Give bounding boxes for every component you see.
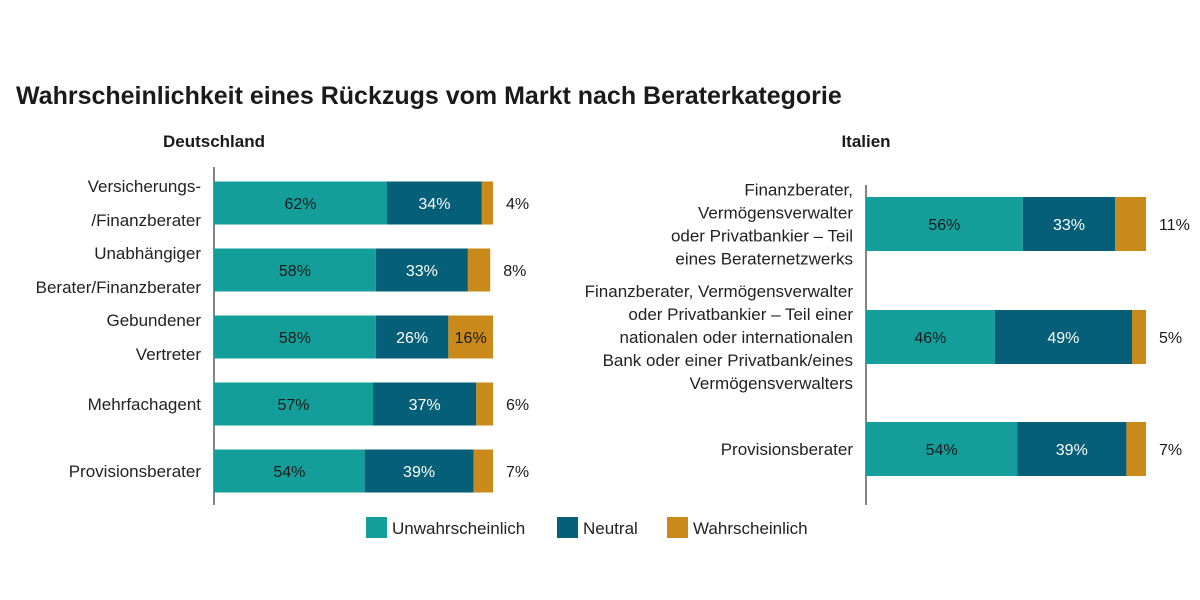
chart-title: Wahrscheinlichkeit eines Rückzugs vom Ma… — [16, 82, 842, 110]
bar-segment-unwahrscheinlich — [866, 197, 1023, 251]
category-label-line: Finanzberater, — [744, 181, 853, 200]
data-label-unwahrscheinlich: 46% — [914, 330, 946, 347]
bar-segment-wahrscheinlich — [473, 449, 493, 493]
bar-segment-neutral — [375, 315, 449, 359]
bar-segment-wahrscheinlich — [448, 315, 493, 359]
category-label-line: Vertreter — [136, 345, 202, 364]
category-label-line: Berater/Finanzberater — [36, 278, 202, 297]
bar-segment-wahrscheinlich — [1115, 197, 1146, 251]
category-label-line: oder Privatbankier – Teil einer — [628, 305, 853, 324]
data-label-unwahrscheinlich: 57% — [277, 397, 309, 414]
category-label: Provisionsberater — [69, 462, 202, 481]
category-label-line: Unabhängiger — [94, 244, 201, 263]
data-label-unwahrscheinlich: 58% — [279, 263, 311, 280]
data-label-wahrscheinlich: 6% — [506, 397, 529, 414]
panel-title-deutschland: Deutschland — [163, 132, 265, 151]
bar-segment-unwahrscheinlich — [214, 382, 374, 426]
legend-swatch-unwahrscheinlich — [366, 517, 387, 538]
data-label-neutral: 37% — [409, 397, 441, 414]
bar-segment-wahrscheinlich — [481, 181, 493, 225]
category-label-line: Versicherungs- — [88, 177, 201, 196]
data-label-neutral: 26% — [396, 330, 428, 347]
bar-segment-neutral — [364, 449, 474, 493]
legend-swatch-wahrscheinlich — [667, 517, 688, 538]
data-label-unwahrscheinlich: 56% — [928, 217, 960, 234]
panel-italien: Finanzberater, Vermögensverwalter oder Pri… — [585, 181, 1190, 505]
data-label-wahrscheinlich: 11% — [1159, 217, 1190, 234]
category-label: Unabhängiger Berater/Finanzberater — [36, 244, 202, 297]
data-label-unwahrscheinlich: 54% — [273, 464, 305, 481]
data-label-neutral: 39% — [403, 464, 435, 481]
bar-segment-wahrscheinlich — [1132, 310, 1146, 364]
legend: Unwahrscheinlich Neutral Wahrscheinlich — [366, 517, 808, 538]
category-label-line: Provisionsberater — [721, 440, 854, 459]
category-label-line: eines Beraternetzwerks — [675, 250, 853, 269]
legend-swatch-neutral — [557, 517, 578, 538]
data-label-wahrscheinlich: 7% — [1159, 442, 1182, 459]
bar-segment-wahrscheinlich — [1126, 422, 1146, 476]
data-label-wahrscheinlich: 8% — [503, 263, 526, 280]
data-label-neutral: 33% — [1053, 217, 1085, 234]
data-label-unwahrscheinlich: 54% — [926, 442, 958, 459]
category-label: Mehrfachagent — [88, 395, 202, 414]
category-label-line: Bank oder einer Privatbank/eines — [603, 351, 853, 370]
category-label-line: Mehrfachagent — [88, 395, 202, 414]
data-label-neutral: 34% — [418, 196, 450, 213]
data-label-neutral: 39% — [1056, 442, 1088, 459]
bar-segment-unwahrscheinlich — [214, 449, 365, 493]
data-label-unwahrscheinlich: 58% — [279, 330, 311, 347]
panel-deutschland: Versicherungs- /Finanzberater 62% 34% 4% Unab… — [36, 167, 529, 505]
category-label-line: Vermögensverwalters — [690, 374, 853, 393]
category-label: Provisionsberater — [721, 440, 854, 459]
legend-label-neutral: Neutral — [583, 519, 638, 538]
bar-segment-neutral — [994, 310, 1132, 364]
bar-segment-neutral — [386, 181, 482, 225]
legend-label-unwahrscheinlich: Unwahrscheinlich — [392, 519, 525, 538]
category-label: Finanzberater, Vermögensverwalter oder Pr… — [585, 282, 854, 393]
bar-segment-neutral — [375, 248, 468, 292]
category-label: Versicherungs- /Finanzberater — [88, 177, 202, 230]
bar-segment-unwahrscheinlich — [214, 181, 387, 225]
bar-segment-unwahrscheinlich — [866, 310, 995, 364]
bar-segment-neutral — [1022, 197, 1116, 251]
data-label-unwahrscheinlich: 62% — [284, 196, 316, 213]
bar-segment-wahrscheinlich — [476, 382, 493, 426]
bar-segment-neutral — [1017, 422, 1127, 476]
data-label-neutral: 49% — [1047, 330, 1079, 347]
data-label-wahrscheinlich: 5% — [1159, 330, 1182, 347]
panel-title-italien: Italien — [841, 132, 890, 151]
bar-segment-wahrscheinlich — [467, 248, 491, 292]
bar-segment-unwahrscheinlich — [214, 315, 376, 359]
category-label-line: Gebundener — [106, 311, 201, 330]
category-label-line: Provisionsberater — [69, 462, 202, 481]
bar-segment-neutral — [373, 382, 477, 426]
bar-segment-unwahrscheinlich — [214, 248, 376, 292]
category-label-line: Finanzberater, Vermögensverwalter — [585, 282, 854, 301]
data-label-neutral: 33% — [406, 263, 438, 280]
category-label-line: Vermögensverwalter — [698, 204, 853, 223]
category-label-line: /Finanzberater — [91, 211, 201, 230]
legend-label-wahrscheinlich: Wahrscheinlich — [693, 519, 808, 538]
data-label-wahrscheinlich: 4% — [506, 196, 529, 213]
category-label-line: oder Privatbankier – Teil — [671, 227, 853, 246]
category-label: Gebundener Vertreter — [106, 311, 201, 364]
data-label-wahrscheinlich: 16% — [455, 330, 487, 347]
data-label-wahrscheinlich: 7% — [506, 464, 529, 481]
bar-segment-unwahrscheinlich — [866, 422, 1018, 476]
category-label: Finanzberater, Vermögensverwalter oder Pri… — [671, 181, 853, 269]
category-label-line: nationalen oder internationalen — [620, 328, 853, 347]
